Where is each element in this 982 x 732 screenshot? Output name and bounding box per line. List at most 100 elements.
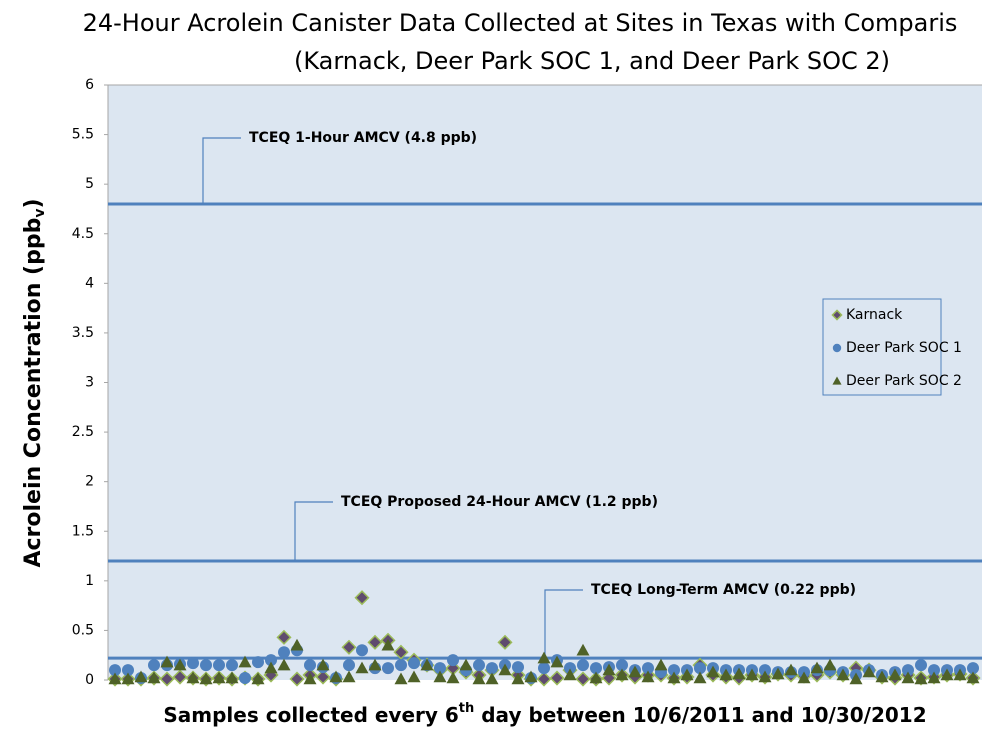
- data-point: [277, 658, 291, 671]
- data-point: [485, 672, 499, 685]
- data-point: [875, 670, 889, 683]
- data-point: [511, 672, 525, 685]
- data-point: [745, 668, 759, 681]
- data-point: [225, 671, 239, 684]
- data-point: [512, 661, 524, 674]
- data-point: [343, 659, 355, 672]
- x-label-rest: day between 10/6/2011 and 10/30/2012: [474, 703, 926, 727]
- data-point: [187, 657, 199, 670]
- reference-label: TCEQ Long-Term AMCV (0.22 ppb): [591, 582, 856, 598]
- data-point: [407, 670, 421, 683]
- data-point: [290, 638, 304, 651]
- data-point: [654, 658, 668, 671]
- data-point: [122, 664, 134, 677]
- legend-label: Deer Park SOC 1: [846, 340, 962, 356]
- data-point: [706, 665, 720, 678]
- y-tick-label: 0.5: [72, 622, 94, 638]
- callout-line: [544, 589, 583, 659]
- data-point: [563, 668, 577, 681]
- data-point: [537, 651, 551, 664]
- callout-line: [202, 137, 241, 204]
- data-point: [966, 671, 980, 684]
- data-point: [550, 655, 564, 668]
- data-point: [590, 662, 602, 675]
- data-point: [367, 634, 383, 650]
- y-axis-label: Acrolein Concentration (ppbv): [21, 198, 48, 567]
- legend-marker: [832, 343, 842, 353]
- x-label-text: Samples collected every 6: [163, 703, 458, 727]
- data-point: [172, 669, 188, 685]
- data-point: [276, 629, 292, 645]
- data-point: [393, 644, 409, 660]
- data-point: [395, 659, 407, 672]
- y-tick-label: 3.5: [72, 325, 94, 341]
- data-point: [564, 662, 576, 675]
- callout-line: [294, 501, 333, 561]
- y-label-text: Acrolein Concentration (ppb: [21, 218, 46, 568]
- data-point: [173, 658, 187, 671]
- data-point: [278, 646, 290, 659]
- data-point: [199, 672, 213, 685]
- data-point: [147, 671, 161, 684]
- data-point: [134, 670, 148, 683]
- reference-label: TCEQ Proposed 24-Hour AMCV (1.2 ppb): [341, 494, 658, 510]
- data-point: [341, 639, 357, 655]
- data-point: [914, 672, 928, 685]
- data-point: [888, 668, 902, 681]
- x-label-sup: th: [459, 701, 474, 716]
- data-point: [342, 670, 356, 683]
- data-point: [159, 671, 175, 687]
- data-point: [823, 658, 837, 671]
- data-point: [408, 657, 420, 670]
- data-point: [849, 672, 863, 685]
- data-point: [252, 656, 264, 669]
- data-point: [354, 590, 370, 606]
- data-point: [433, 670, 447, 683]
- y-label-sub: v: [32, 209, 48, 218]
- data-point: [329, 670, 343, 683]
- data-point: [940, 668, 954, 681]
- y-tick-label: 3: [85, 375, 94, 391]
- legend-label: Deer Park SOC 2: [846, 373, 962, 389]
- data-point: [577, 659, 589, 672]
- data-point: [901, 671, 915, 684]
- data-point: [265, 654, 277, 667]
- data-point: [589, 671, 603, 684]
- data-point: [304, 659, 316, 672]
- data-point: [160, 655, 174, 668]
- y-tick-label: 4: [85, 275, 94, 291]
- data-point: [576, 643, 590, 656]
- data-point: [967, 662, 979, 675]
- data-point: [953, 668, 967, 681]
- data-point: [316, 658, 330, 671]
- data-point: [420, 658, 434, 671]
- data-point: [538, 662, 550, 675]
- data-point: [771, 667, 785, 680]
- data-point: [303, 672, 317, 685]
- data-point: [810, 661, 824, 674]
- data-point: [473, 659, 485, 672]
- reference-label: TCEQ 1-Hour AMCV (4.8 ppb): [249, 130, 477, 146]
- data-point: [381, 638, 395, 651]
- data-point: [109, 664, 121, 677]
- data-point: [680, 668, 694, 681]
- data-point: [915, 659, 927, 672]
- data-point: [486, 662, 498, 675]
- y-tick-label: 0: [85, 672, 94, 688]
- data-point: [862, 665, 876, 678]
- data-point: [641, 670, 655, 683]
- data-point: [315, 669, 331, 685]
- y-tick-label: 5: [85, 176, 94, 192]
- data-point: [108, 672, 122, 685]
- y-tick-label: 6: [85, 77, 94, 93]
- data-point: [239, 672, 251, 685]
- data-point: [693, 671, 707, 684]
- data-point: [289, 671, 305, 687]
- data-point: [836, 668, 850, 681]
- legend: Karnack Deer Park SOC 1 Deer Park SOC 2: [822, 298, 962, 396]
- y-tick-label: 5.5: [72, 127, 94, 143]
- data-point: [928, 664, 940, 677]
- data-point: [694, 662, 706, 675]
